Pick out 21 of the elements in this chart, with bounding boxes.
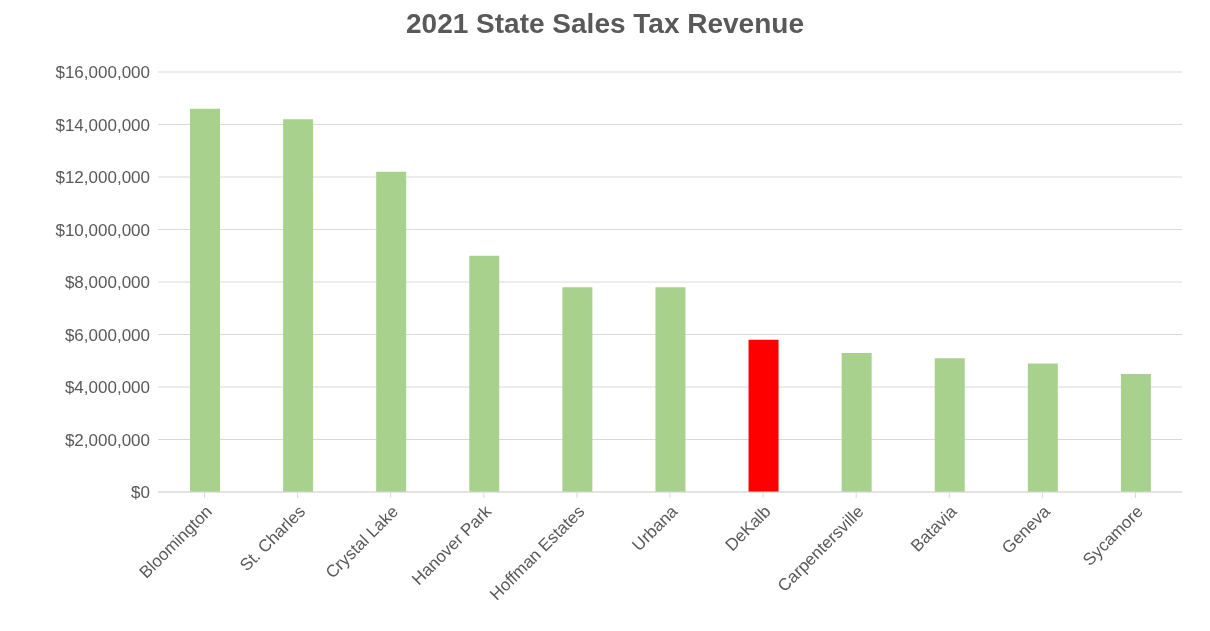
y-tick-label: $8,000,000 <box>64 273 150 293</box>
bar <box>1120 373 1151 492</box>
y-tick-label: $0 <box>131 483 150 503</box>
bar <box>190 108 220 492</box>
bar <box>655 287 686 492</box>
y-tick-label: $14,000,000 <box>55 115 150 135</box>
bar <box>934 358 965 492</box>
bar <box>376 171 407 492</box>
y-tick-label: $6,000,000 <box>64 325 150 345</box>
bar <box>562 287 593 492</box>
y-tick-label: $16,000,000 <box>55 63 150 83</box>
bar <box>841 352 872 492</box>
chart-title: 2021 State Sales Tax Revenue <box>405 8 805 41</box>
y-tick-label: $12,000,000 <box>55 168 150 188</box>
bar <box>748 339 779 492</box>
y-tick-label: $2,000,000 <box>64 430 150 450</box>
bar <box>1027 363 1058 492</box>
bar <box>283 119 314 492</box>
y-tick-label: $10,000,000 <box>55 220 150 240</box>
bar <box>469 255 500 492</box>
y-tick-label: $4,000,000 <box>64 378 150 398</box>
